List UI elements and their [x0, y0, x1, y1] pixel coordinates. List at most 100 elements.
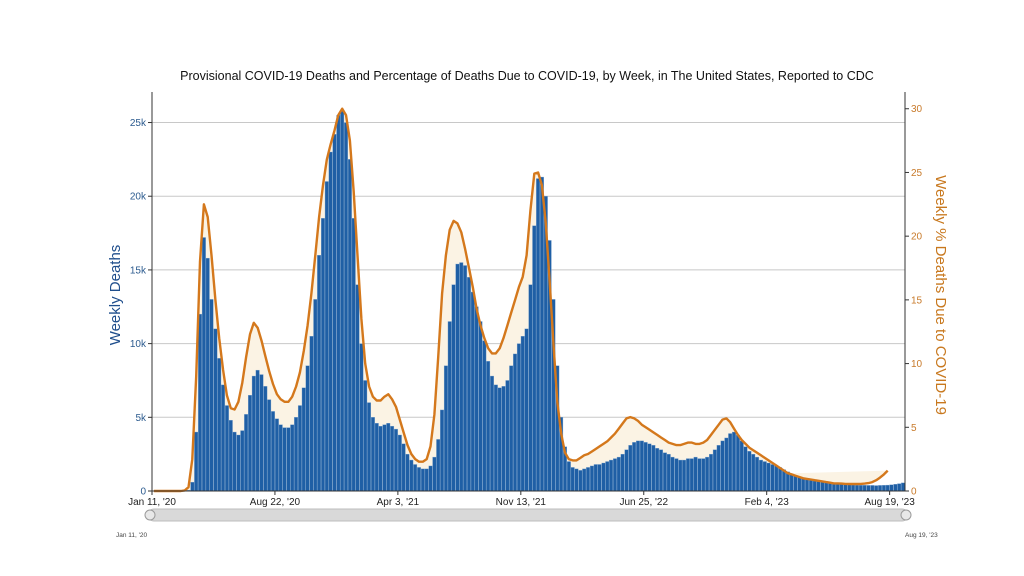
bar-week-115[interactable] [593, 464, 598, 492]
bar-week-98[interactable] [528, 284, 533, 492]
bar-week-32[interactable] [274, 418, 279, 492]
bar-week-72[interactable] [428, 465, 433, 492]
bar-week-187[interactable] [870, 485, 875, 492]
bar-week-143[interactable] [701, 458, 706, 492]
bar-week-65[interactable] [401, 443, 406, 492]
bar-week-123[interactable] [624, 449, 629, 492]
bar-week-129[interactable] [647, 443, 652, 492]
bar-week-137[interactable] [678, 459, 683, 492]
bar-week-125[interactable] [632, 442, 637, 492]
bar-week-122[interactable] [620, 453, 625, 492]
bar-week-132[interactable] [659, 449, 663, 492]
percent-line-layer[interactable] [153, 107, 889, 493]
bar-week-25[interactable] [248, 395, 252, 492]
bar-week-14[interactable] [205, 257, 210, 492]
bar-week-124[interactable] [628, 445, 633, 492]
bar-week-192[interactable] [889, 484, 894, 492]
bar-week-29[interactable] [263, 386, 268, 492]
bar-week-147[interactable] [716, 445, 721, 492]
bar-week-53[interactable] [355, 284, 360, 492]
bar-week-94[interactable] [513, 353, 517, 492]
range-slider-track[interactable] [147, 508, 909, 522]
bar-week-182[interactable] [851, 484, 856, 492]
range-slider-start-handle[interactable] [144, 509, 156, 521]
bar-week-92[interactable] [505, 380, 510, 492]
bar-week-169[interactable] [801, 478, 806, 492]
bar-week-11[interactable] [194, 431, 199, 492]
bar-week-149[interactable] [724, 437, 729, 492]
bar-week-42[interactable] [313, 299, 318, 492]
bar-week-145[interactable] [709, 453, 713, 492]
bar-week-134[interactable] [666, 453, 671, 492]
bar-week-17[interactable] [217, 358, 222, 492]
bar-week-133[interactable] [662, 452, 667, 492]
bar-week-159[interactable] [762, 461, 767, 492]
bar-week-175[interactable] [824, 482, 829, 492]
bar-week-171[interactable] [808, 480, 813, 492]
bar-week-20[interactable] [228, 420, 233, 492]
weekly-deaths-bars[interactable] [182, 110, 906, 492]
bar-week-39[interactable] [301, 387, 306, 492]
bar-week-108[interactable] [566, 461, 571, 492]
bar-week-34[interactable] [282, 427, 287, 492]
bar-week-64[interactable] [397, 434, 402, 492]
bar-week-116[interactable] [597, 464, 602, 492]
bar-week-183[interactable] [855, 484, 859, 492]
bar-week-56[interactable] [367, 402, 372, 492]
bar-week-83[interactable] [470, 291, 475, 492]
bar-week-81[interactable] [463, 265, 468, 492]
bar-week-52[interactable] [351, 218, 356, 492]
bar-week-79[interactable] [455, 263, 460, 492]
bar-week-95[interactable] [516, 343, 521, 492]
bar-week-67[interactable] [409, 459, 414, 492]
bar-week-30[interactable] [267, 399, 272, 492]
bar-week-74[interactable] [436, 439, 441, 492]
bar-week-58[interactable] [374, 423, 379, 492]
bar-week-189[interactable] [878, 485, 882, 492]
bar-week-179[interactable] [839, 484, 844, 492]
bar-week-126[interactable] [636, 440, 640, 492]
bar-week-109[interactable] [570, 467, 575, 492]
bar-week-186[interactable] [866, 485, 871, 492]
bar-week-97[interactable] [524, 328, 529, 492]
bar-week-96[interactable] [520, 336, 525, 492]
bar-week-100[interactable] [536, 178, 541, 492]
bar-week-138[interactable] [682, 459, 687, 492]
bar-week-93[interactable] [509, 365, 514, 492]
bar-week-59[interactable] [378, 425, 383, 492]
bar-week-170[interactable] [805, 479, 809, 492]
bar-week-158[interactable] [758, 459, 763, 492]
bar-week-12[interactable] [198, 313, 202, 492]
bar-week-76[interactable] [443, 365, 448, 492]
bar-week-86[interactable] [482, 340, 487, 492]
bar-week-140[interactable] [689, 458, 694, 492]
bar-week-178[interactable] [835, 483, 840, 492]
bar-week-44[interactable] [321, 218, 325, 492]
bar-week-66[interactable] [405, 453, 410, 492]
bar-week-154[interactable] [743, 446, 748, 492]
bar-week-111[interactable] [578, 470, 583, 492]
bar-week-70[interactable] [420, 468, 425, 492]
bar-week-10[interactable] [190, 481, 195, 492]
bar-week-155[interactable] [747, 451, 752, 492]
bar-week-195[interactable] [901, 482, 906, 492]
bar-week-31[interactable] [271, 411, 275, 492]
bar-week-23[interactable] [240, 430, 245, 492]
bar-week-33[interactable] [278, 424, 283, 492]
bar-week-177[interactable] [831, 483, 836, 492]
bar-week-77[interactable] [447, 321, 452, 492]
bar-week-63[interactable] [394, 428, 398, 492]
bar-week-57[interactable] [370, 417, 375, 492]
bar-week-21[interactable] [232, 431, 237, 492]
bar-week-41[interactable] [309, 336, 314, 492]
bar-week-51[interactable] [347, 159, 352, 492]
bar-week-48[interactable] [336, 114, 341, 492]
bar-week-112[interactable] [582, 468, 587, 492]
bar-week-172[interactable] [812, 480, 817, 492]
bar-week-71[interactable] [424, 468, 429, 492]
bar-week-135[interactable] [670, 456, 675, 492]
bar-week-190[interactable] [881, 485, 886, 492]
bar-week-26[interactable] [251, 375, 256, 492]
bar-week-54[interactable] [359, 343, 364, 492]
bar-week-136[interactable] [674, 458, 679, 492]
